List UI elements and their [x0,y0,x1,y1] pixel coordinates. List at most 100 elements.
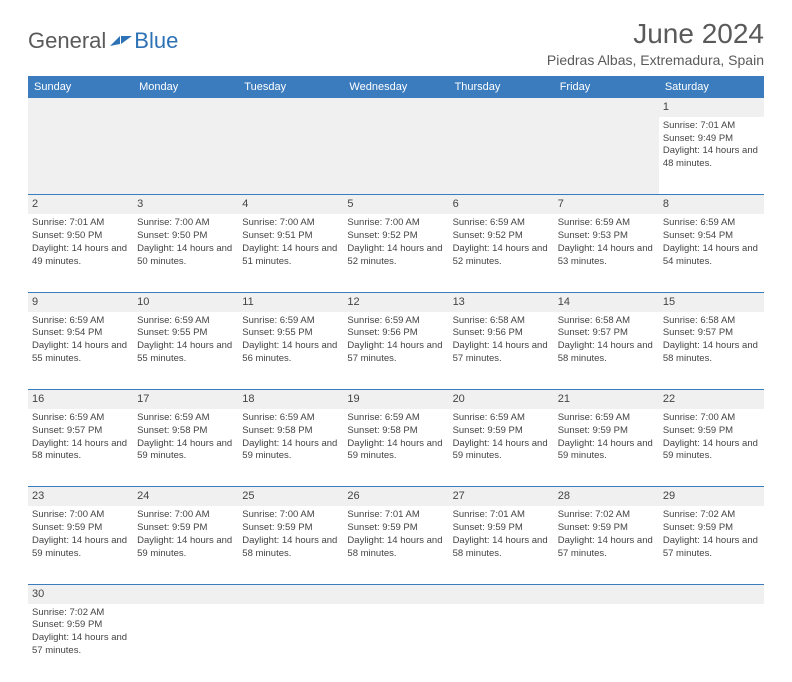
location-text: Piedras Albas, Extremadura, Spain [547,52,764,68]
day-header: Sunday [28,76,133,98]
empty-cell [449,604,554,682]
sunrise-text: Sunrise: 7:00 AM [32,509,104,520]
day-number-cell: 1 [659,98,764,117]
daynum-row: 16171819202122 [28,390,764,409]
sunset-text: Sunset: 9:50 PM [32,230,102,241]
daylight-text: Daylight: 14 hours and 51 minutes. [242,243,337,267]
daylight-text: Daylight: 14 hours and 53 minutes. [558,243,653,267]
sunset-text: Sunset: 9:55 PM [242,327,312,338]
day-header: Saturday [659,76,764,98]
daylight-text: Daylight: 14 hours and 57 minutes. [558,535,653,559]
calendar-day-cell: Sunrise: 6:59 AMSunset: 9:58 PMDaylight:… [133,409,238,487]
sunset-text: Sunset: 9:59 PM [558,522,628,533]
logo: General Blue [28,28,178,54]
sunset-text: Sunset: 9:57 PM [663,327,733,338]
sunset-text: Sunset: 9:56 PM [453,327,523,338]
calendar-day-cell: Sunrise: 7:00 AMSunset: 9:59 PMDaylight:… [238,506,343,584]
calendar-day-cell: Sunrise: 6:58 AMSunset: 9:57 PMDaylight:… [554,312,659,390]
day-number-cell: 18 [238,390,343,409]
sunrise-text: Sunrise: 7:01 AM [663,120,735,131]
day-number-cell: 25 [238,487,343,506]
sunset-text: Sunset: 9:56 PM [347,327,417,338]
day-number-cell [659,584,764,603]
daylight-text: Daylight: 14 hours and 57 minutes. [663,535,758,559]
sunrise-text: Sunrise: 6:59 AM [137,315,209,326]
day-number-cell: 27 [449,487,554,506]
sunset-text: Sunset: 9:59 PM [137,522,207,533]
sunrise-text: Sunrise: 6:59 AM [347,412,419,423]
daylight-text: Daylight: 14 hours and 59 minutes. [453,438,548,462]
calendar-day-cell: Sunrise: 6:59 AMSunset: 9:52 PMDaylight:… [449,214,554,292]
sunset-text: Sunset: 9:54 PM [663,230,733,241]
calendar-day-cell: Sunrise: 6:59 AMSunset: 9:57 PMDaylight:… [28,409,133,487]
logo-text-dark: General [28,28,106,54]
day-number-cell: 20 [449,390,554,409]
sunrise-text: Sunrise: 6:58 AM [558,315,630,326]
calendar-day-cell: Sunrise: 7:02 AMSunset: 9:59 PM Daylight:… [28,604,133,682]
calendar-week-row: Sunrise: 6:59 AM Sunset: 9:57 PM Daylight:… [28,409,764,487]
empty-cell [28,117,133,195]
sunset-text: Sunset: 9:59 PM [663,425,733,436]
calendar-day-cell: Sunrise: 6:59 AMSunset: 9:58 PMDaylight:… [343,409,448,487]
page-header: General Blue June 2024 Piedras Albas, Ex… [28,18,764,68]
day-number-cell: 14 [554,292,659,311]
sunrise-text: Sunrise: 6:59 AM [137,412,209,423]
day-number-cell [133,98,238,117]
day-number-cell: 3 [133,195,238,214]
sunrise-text: Sunrise: 6:59 AM [558,412,630,423]
calendar-week-row: Sunrise: 6:59 AMSunset: 9:54 PMDaylight:… [28,312,764,390]
calendar-day-cell: Sunrise: 7:01 AMSunset: 9:49 PMDaylight:… [659,117,764,195]
daylight-text: Daylight: 14 hours and 48 minutes. [663,145,758,169]
sunrise-text: Sunrise: 6:59 AM [663,217,735,228]
sunset-text: Sunset: 9:50 PM [137,230,207,241]
calendar-day-cell: Sunrise: 7:00 AMSunset: 9:59 PMDaylight:… [659,409,764,487]
day-number-cell [28,98,133,117]
day-number-cell: 19 [343,390,448,409]
day-number-cell [238,584,343,603]
empty-cell [133,604,238,682]
day-number-cell: 16 [28,390,133,409]
day-number-cell: 4 [238,195,343,214]
day-header-row: SundayMondayTuesdayWednesdayThursdayFrid… [28,76,764,98]
daynum-row: 9101112131415 [28,292,764,311]
sunrise-text: Sunrise: 7:02 AM [32,607,104,618]
day-number-cell: 9 [28,292,133,311]
day-number-cell: 12 [343,292,448,311]
day-number-cell: 24 [133,487,238,506]
calendar-week-row: Sunrise: 7:00 AM Sunset: 9:59 PM Daylight:… [28,506,764,584]
daylight-text: Daylight: 14 hours and 59 minutes. [242,438,337,462]
day-header: Monday [133,76,238,98]
daylight-text: Daylight: 14 hours and 58 minutes. [453,535,548,559]
daylight-text: Daylight: 14 hours and 58 minutes. [32,438,127,462]
day-number-cell: 29 [659,487,764,506]
day-header: Friday [554,76,659,98]
sunrise-text: Sunrise: 6:59 AM [453,412,525,423]
sunset-text: Sunset: 9:59 PM [32,619,102,630]
calendar-week-row: Sunrise: 7:02 AMSunset: 9:59 PM Daylight:… [28,604,764,682]
day-number-cell [133,584,238,603]
sunrise-text: Sunrise: 7:00 AM [137,509,209,520]
sunset-text: Sunset: 9:59 PM [558,425,628,436]
calendar-day-cell: Sunrise: 6:59 AMSunset: 9:54 PMDaylight:… [28,312,133,390]
sunrise-text: Sunrise: 6:59 AM [558,217,630,228]
sunset-text: Sunset: 9:58 PM [137,425,207,436]
sunset-text: Sunset: 9:59 PM [453,522,523,533]
empty-cell [343,604,448,682]
sunrise-text: Sunrise: 7:01 AM [453,509,525,520]
day-number-cell: 26 [343,487,448,506]
calendar-day-cell: Sunrise: 6:59 AMSunset: 9:55 PMDaylight:… [238,312,343,390]
daylight-text: Daylight: 14 hours and 57 minutes. [32,632,127,656]
calendar-day-cell: Sunrise: 7:01 AM Sunset: 9:59 PM Daylight:… [449,506,554,584]
daylight-text: Daylight: 14 hours and 55 minutes. [137,340,232,364]
day-number-cell: 15 [659,292,764,311]
calendar-day-cell: Sunrise: 7:00 AMSunset: 9:50 PMDaylight:… [133,214,238,292]
sunrise-text: Sunrise: 7:00 AM [347,217,419,228]
day-number-cell [554,98,659,117]
day-number-cell: 10 [133,292,238,311]
daynum-row: 2345678 [28,195,764,214]
daylight-text: Daylight: 14 hours and 50 minutes. [137,243,232,267]
sunset-text: Sunset: 9:59 PM [347,522,417,533]
sunset-text: Sunset: 9:57 PM [32,425,102,436]
daylight-text: Daylight: 14 hours and 57 minutes. [347,340,442,364]
sunrise-text: Sunrise: 6:59 AM [32,315,104,326]
